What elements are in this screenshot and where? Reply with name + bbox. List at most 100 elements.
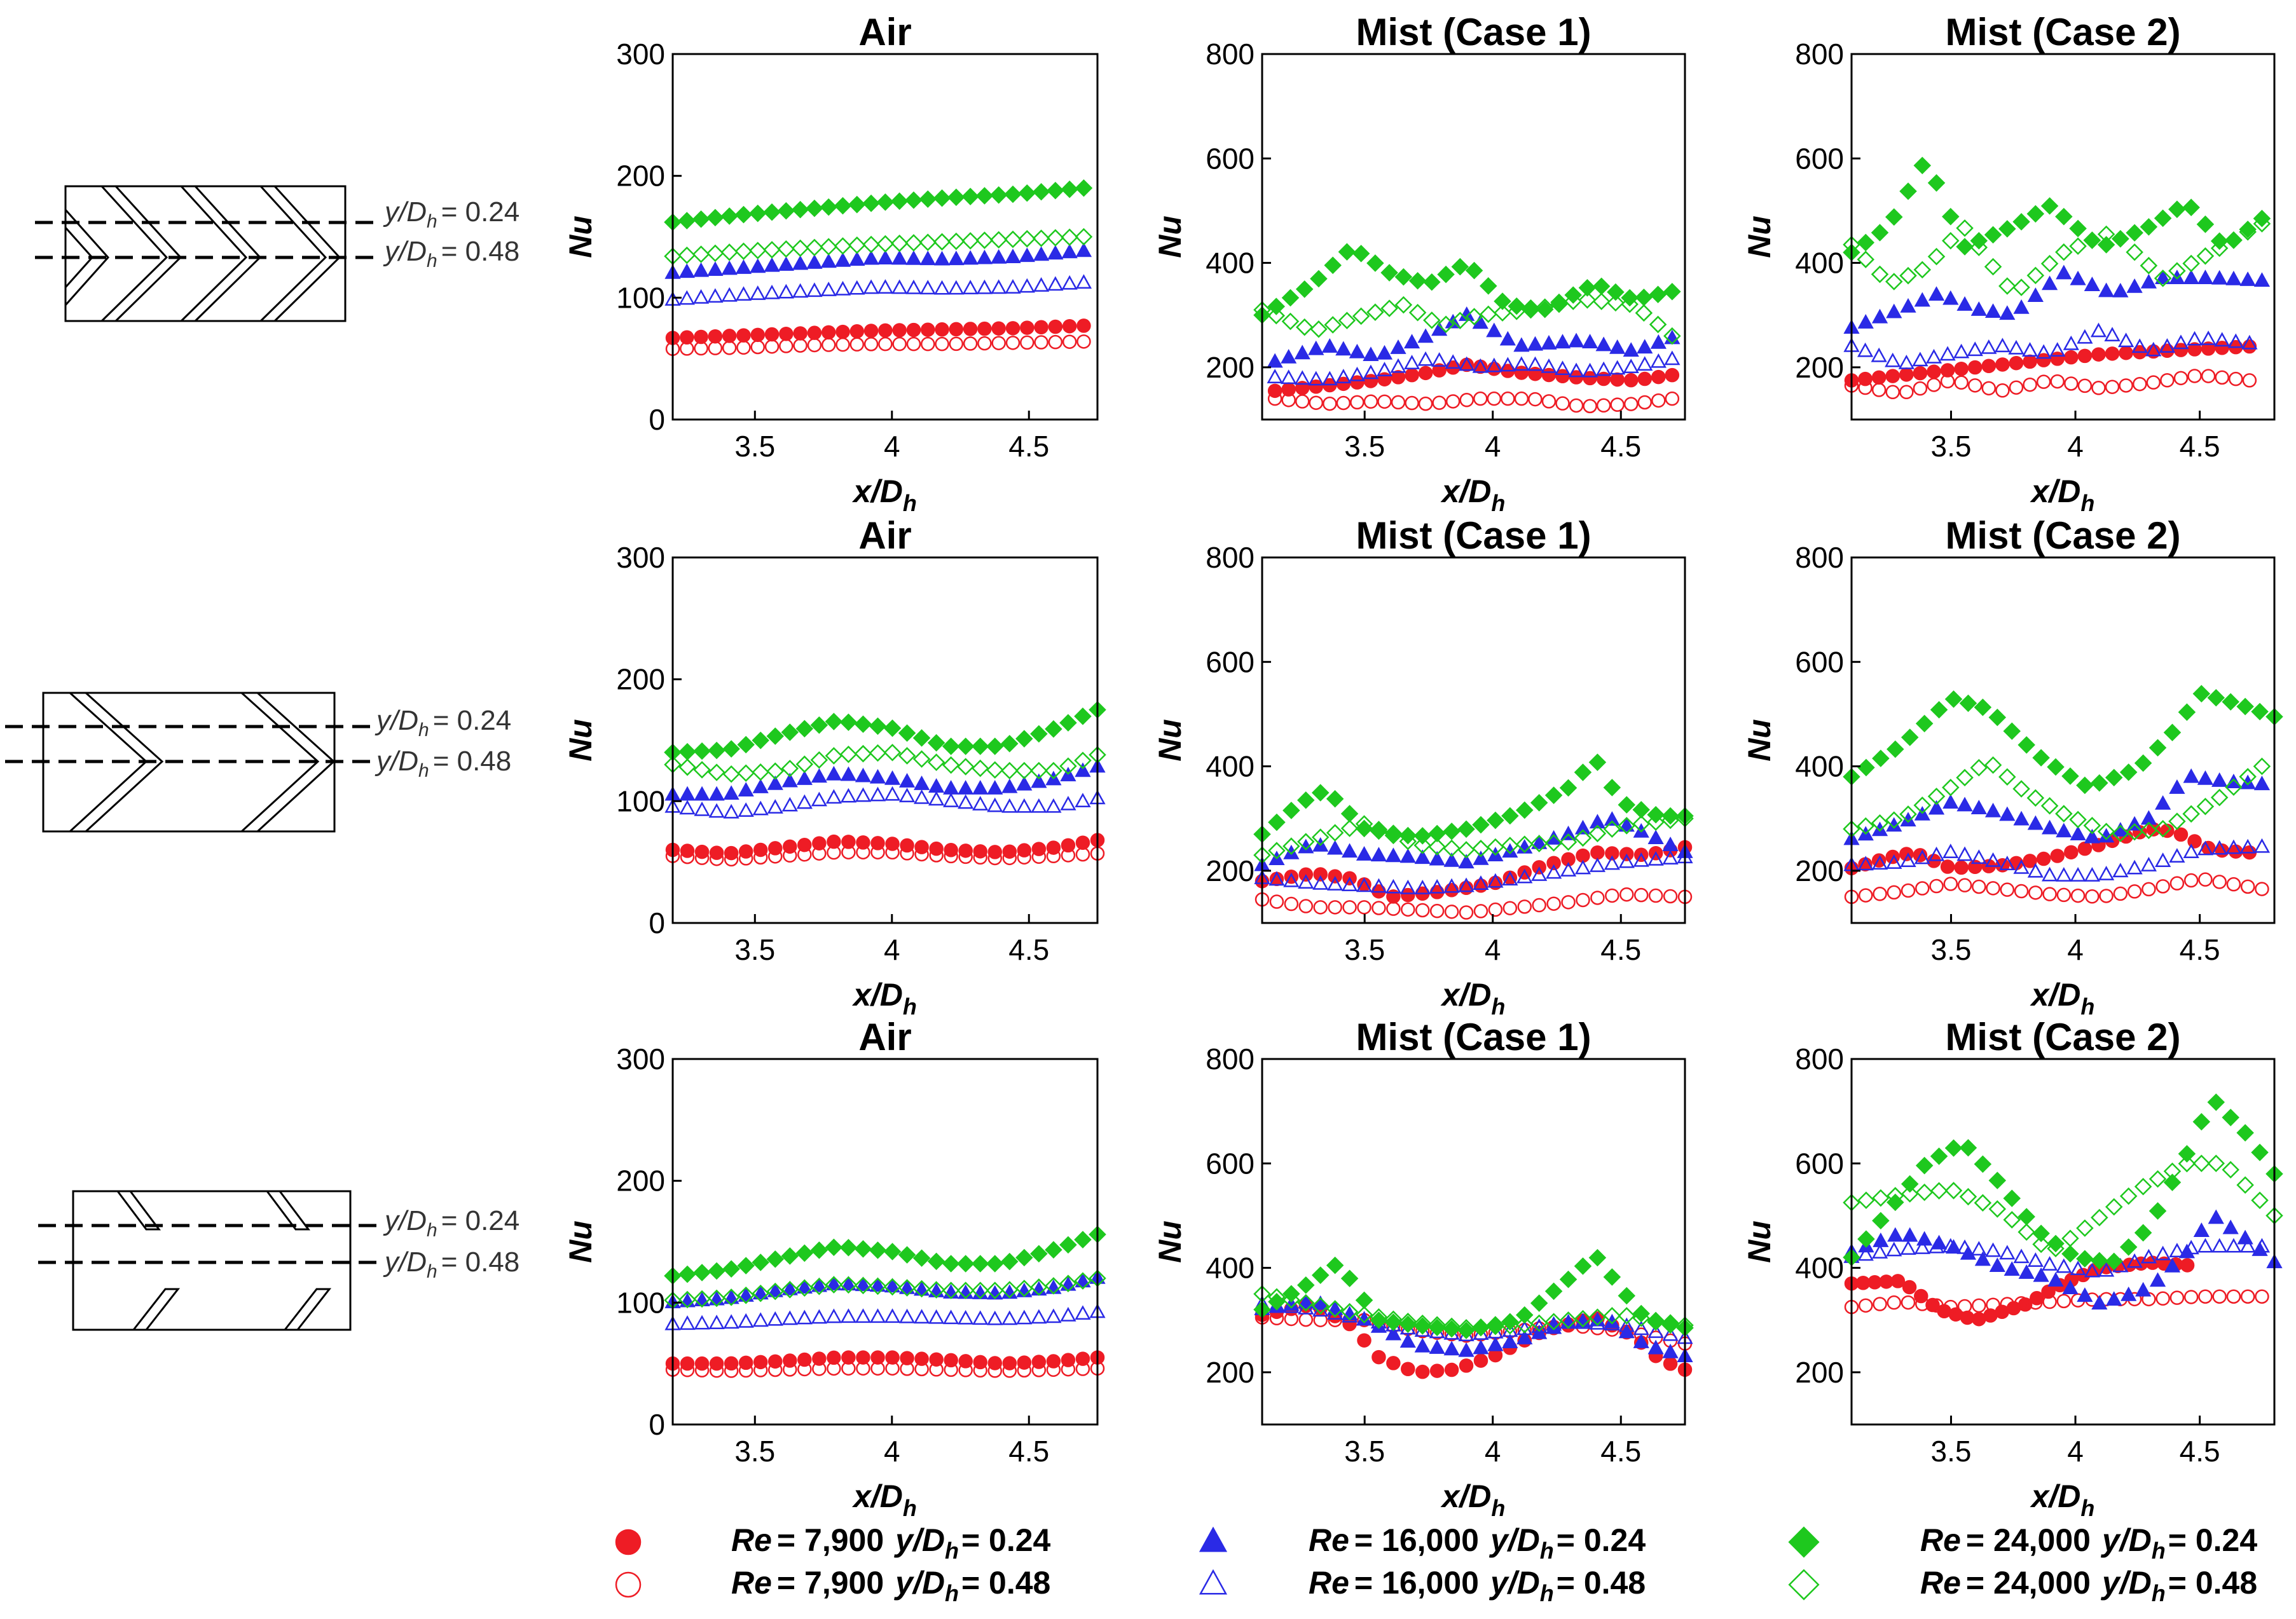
data-point	[1568, 362, 1585, 378]
data-point	[1886, 817, 1902, 832]
data-point	[2253, 1238, 2271, 1253]
data-point	[1001, 762, 1019, 780]
data-point	[1283, 844, 1300, 859]
data-point	[1956, 1239, 1973, 1254]
data-point	[1913, 156, 1932, 175]
data-point	[1901, 883, 1916, 898]
data-point	[2064, 350, 2079, 365]
y-tick-label: 600	[1206, 142, 1255, 175]
data-point	[1595, 361, 1612, 376]
data-point	[849, 280, 865, 295]
x-tick-label: 4	[884, 1435, 900, 1468]
y-tick-label: 200	[1206, 351, 1255, 384]
data-point	[1391, 395, 1406, 410]
data-point	[1281, 348, 1297, 364]
data-point	[1531, 1318, 1548, 1333]
data-point	[1326, 789, 1344, 808]
data-point	[991, 249, 1007, 264]
x-tick-label: 4.5	[1600, 430, 1641, 463]
data-point	[900, 1362, 914, 1376]
data-point	[840, 1276, 857, 1291]
chart-title: Mist (Case 1)	[1356, 1016, 1591, 1058]
data-point	[906, 336, 921, 352]
data-point	[2112, 229, 2129, 248]
data-point	[1385, 1325, 1401, 1341]
data-point	[884, 770, 901, 785]
y-axis-label: Nu	[1742, 215, 1777, 258]
data-point	[869, 1241, 887, 1259]
data-point	[692, 245, 710, 263]
data-point	[1871, 821, 1888, 837]
data-point	[1267, 353, 1283, 368]
data-point	[1340, 805, 1359, 823]
data-point	[1871, 1244, 1888, 1259]
data-point	[2192, 1154, 2211, 1173]
legend-marker	[615, 1529, 642, 1555]
data-point	[1647, 1323, 1664, 1338]
data-point	[2132, 376, 2147, 392]
data-point	[2105, 1198, 2123, 1216]
y-tick-label: 400	[1206, 750, 1255, 783]
data-point	[1352, 307, 1370, 325]
data-point	[1984, 802, 2002, 817]
data-point	[1487, 838, 1504, 856]
series-1	[665, 1350, 1105, 1371]
data-point	[1283, 1298, 1300, 1313]
data-point	[1871, 855, 1888, 870]
data-point	[2083, 231, 2101, 249]
data-point	[724, 852, 739, 867]
data-point	[1957, 878, 1972, 892]
data-point	[912, 750, 931, 768]
data-point	[2009, 380, 2024, 395]
data-point	[1607, 283, 1625, 301]
data-point	[2253, 215, 2271, 233]
x-tick-label: 3.5	[1930, 1435, 1971, 1468]
data-point	[1015, 1248, 1033, 1267]
data-point	[1417, 328, 1434, 343]
x-tick-label: 4.5	[1600, 933, 1641, 966]
data-point	[905, 234, 923, 252]
data-point	[2159, 338, 2176, 353]
data-point	[2127, 884, 2142, 899]
data-point	[1031, 773, 1047, 788]
data-point	[736, 340, 751, 355]
data-point	[738, 1363, 753, 1378]
data-point	[2105, 769, 2123, 787]
data-point	[841, 1361, 856, 1376]
data-point	[1940, 374, 1955, 389]
data-point	[1370, 822, 1388, 840]
data-point	[2023, 854, 2037, 868]
x-axis-label: x/Dh	[1440, 1479, 1506, 1521]
data-point	[680, 330, 694, 345]
data-point	[1371, 1349, 1386, 1365]
data-point	[1867, 1275, 1882, 1290]
data-point	[1974, 1194, 1992, 1212]
data-point	[1386, 1356, 1401, 1370]
data-point	[1429, 1339, 1445, 1354]
data-point	[2026, 789, 2045, 807]
data-point	[862, 235, 880, 254]
data-point	[1366, 303, 1384, 321]
data-point	[1899, 266, 1917, 285]
data-point	[721, 260, 738, 275]
data-point	[1282, 802, 1300, 819]
data-point	[763, 241, 781, 259]
data-point	[1530, 1294, 1548, 1312]
data-point	[1516, 868, 1533, 884]
data-point	[1662, 850, 1679, 864]
data-point	[2197, 1238, 2214, 1253]
data-point	[1590, 891, 1605, 905]
data-point	[2083, 231, 2101, 249]
data-point	[2047, 1234, 2065, 1253]
data-point	[1298, 838, 1314, 854]
data-point	[1607, 294, 1625, 312]
data-point	[2056, 264, 2072, 280]
data-point	[1045, 1277, 1062, 1295]
data-point	[694, 1315, 710, 1330]
data-point	[2028, 885, 2043, 900]
data-point	[2097, 225, 2115, 243]
data-point	[767, 775, 783, 790]
x-axis-label: x/Dh	[1440, 977, 1506, 1020]
data-point	[1513, 337, 1530, 352]
data-point	[898, 747, 916, 765]
